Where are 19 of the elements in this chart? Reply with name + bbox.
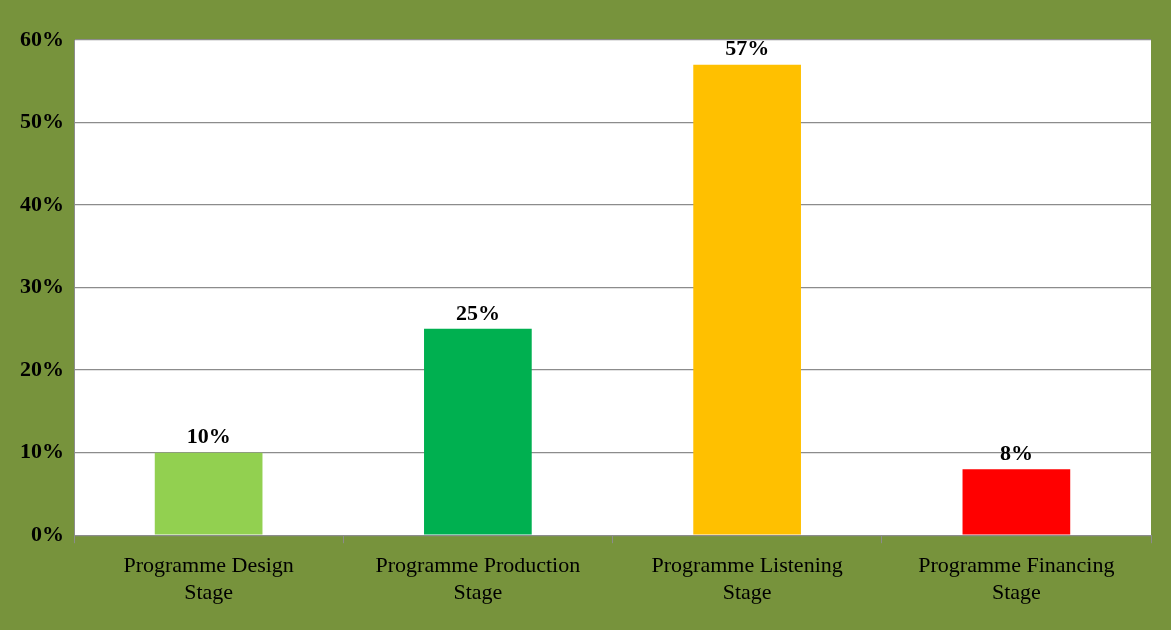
bar xyxy=(154,452,263,535)
x-tick-label: Programme Financing Stage xyxy=(918,552,1115,604)
x-tick-label: Programme Listening Stage xyxy=(651,552,843,604)
y-tick-label: 60% xyxy=(20,25,64,51)
data-label: 57% xyxy=(725,35,770,61)
bar xyxy=(424,328,532,535)
data-label: 25% xyxy=(455,299,500,325)
y-tick-label: 10% xyxy=(20,438,64,464)
x-tick-label: Programme Production Stage xyxy=(375,552,581,604)
bar xyxy=(962,469,1071,535)
x-tick-label: Programme Design Stage xyxy=(123,552,294,604)
y-tick-label: 20% xyxy=(20,355,64,381)
y-tick-label: 40% xyxy=(20,190,64,216)
bar xyxy=(693,64,801,535)
y-tick-label: 50% xyxy=(20,108,64,134)
data-label: 10% xyxy=(186,423,231,449)
y-tick-label: 0% xyxy=(31,520,64,546)
y-tick-label: 30% xyxy=(20,273,64,299)
data-label: 8% xyxy=(999,439,1033,465)
